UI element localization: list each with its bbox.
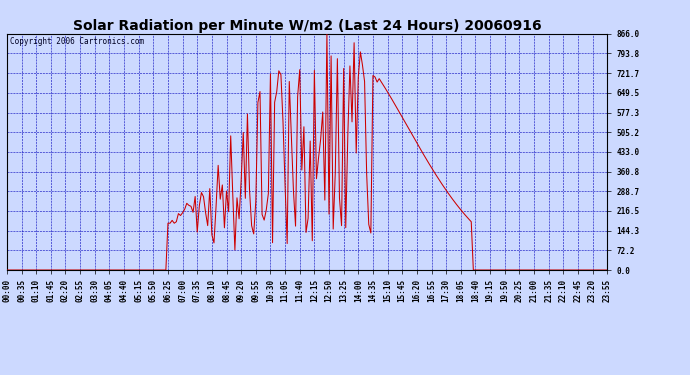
Text: Copyright 2006 Cartronics.com: Copyright 2006 Cartronics.com <box>10 37 144 46</box>
Title: Solar Radiation per Minute W/m2 (Last 24 Hours) 20060916: Solar Radiation per Minute W/m2 (Last 24… <box>72 19 542 33</box>
